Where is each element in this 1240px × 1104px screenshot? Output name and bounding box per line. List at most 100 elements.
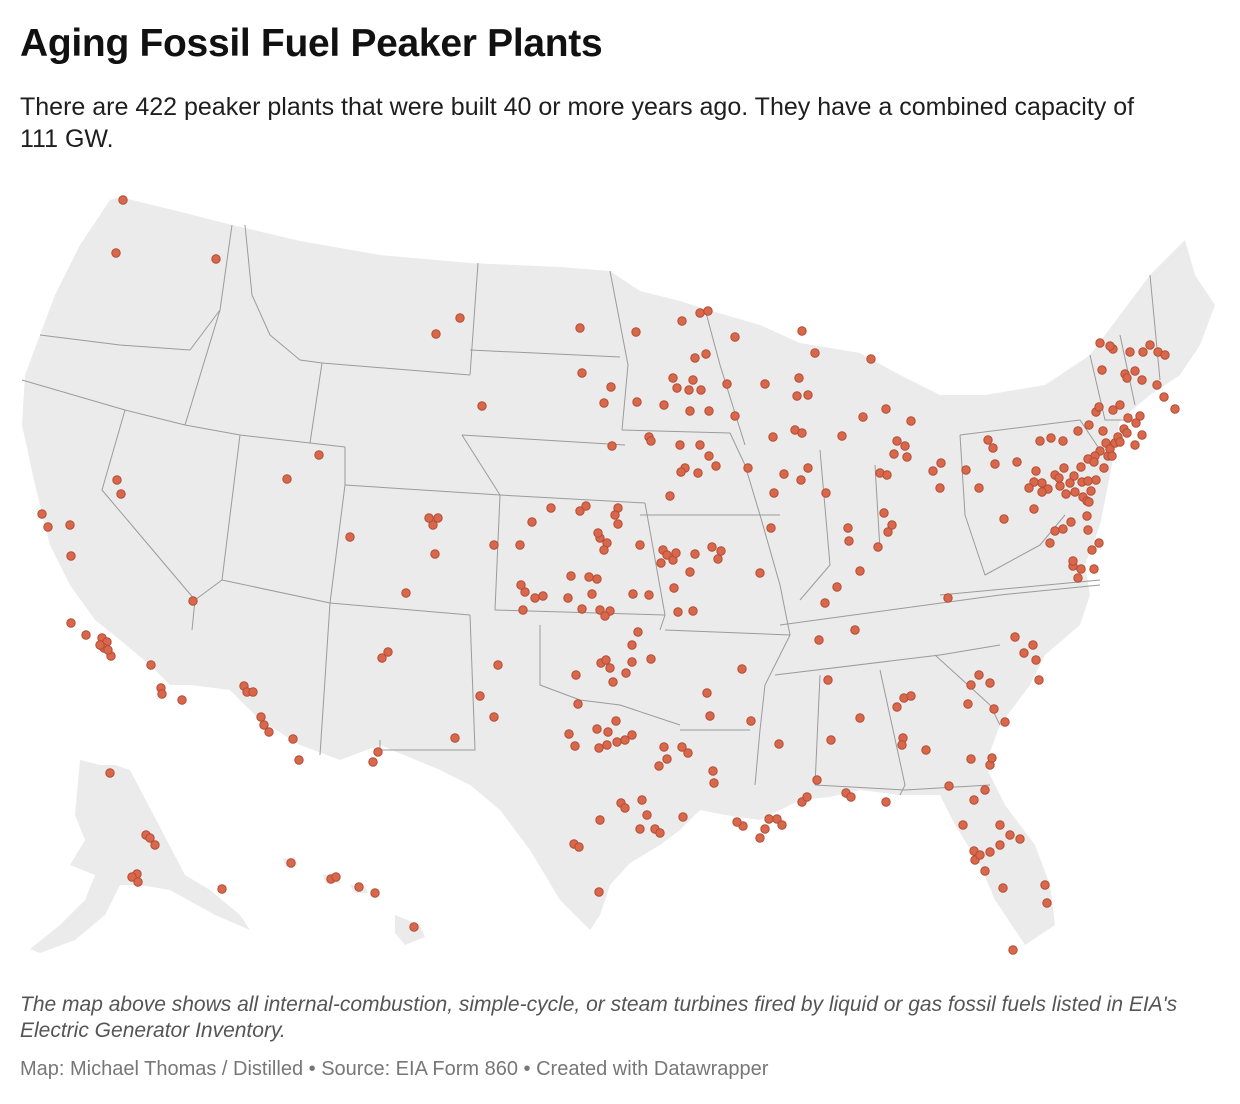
peaker-plant-marker	[1137, 430, 1147, 440]
peaker-plant-marker	[683, 748, 693, 758]
peaker-plant-marker	[812, 775, 822, 785]
peaker-plant-marker	[1091, 475, 1101, 485]
land	[22, 197, 1215, 953]
peaker-plant-marker	[575, 323, 585, 333]
peaker-plant-marker	[1068, 556, 1078, 566]
peaker-plant-marker	[566, 571, 576, 581]
peaker-plant-marker	[883, 527, 893, 537]
peaker-plant-marker	[1037, 478, 1047, 488]
peaker-plant-marker	[881, 404, 891, 414]
peaker-plant-marker	[766, 523, 776, 533]
peaker-plant-marker	[133, 877, 143, 887]
peaker-plant-marker	[1058, 524, 1068, 534]
peaker-plant-marker	[980, 785, 990, 795]
peaker-plant-marker	[516, 580, 526, 590]
peaker-plant-marker	[796, 475, 806, 485]
peaker-plant-marker	[1035, 436, 1045, 446]
peaker-plant-marker	[612, 737, 622, 747]
peaker-plant-marker	[797, 326, 807, 336]
peaker-plant-marker	[662, 550, 672, 560]
peaker-plant-marker	[902, 452, 912, 462]
peaker-plant-marker	[116, 489, 126, 499]
peaker-plant-marker	[887, 520, 897, 530]
peaker-plant-marker	[1115, 437, 1125, 447]
peaker-plant-marker	[66, 551, 76, 561]
peaker-plant-marker	[1076, 462, 1086, 472]
peaker-plant-marker	[987, 753, 997, 763]
peaker-plant-marker	[777, 820, 787, 830]
peaker-plant-marker	[594, 743, 604, 753]
peaker-plant-marker	[722, 379, 732, 389]
chart-title: Aging Fossil Fuel Peaker Plants	[20, 22, 603, 65]
peaker-plant-marker	[958, 820, 968, 830]
peaker-plant-marker	[127, 872, 137, 882]
peaker-plant-marker	[961, 465, 971, 475]
peaker-plant-marker	[593, 528, 603, 538]
peaker-plant-marker	[424, 513, 434, 523]
peaker-plant-marker	[37, 509, 47, 519]
peaker-plant-marker	[282, 474, 292, 484]
peaker-plant-marker	[477, 401, 487, 411]
peaker-plant-marker	[637, 795, 647, 805]
peaker-plant-marker	[1160, 350, 1170, 360]
peaker-plant-marker	[81, 630, 91, 640]
peaker-plant-marker	[659, 400, 669, 410]
peaker-plant-marker	[1073, 573, 1083, 583]
peaker-plant-marker	[314, 450, 324, 460]
peaker-plant-marker	[879, 508, 889, 518]
peaker-plant-marker	[995, 820, 1005, 830]
peaker-plant-marker	[1122, 428, 1132, 438]
alaska-landmass	[30, 760, 250, 953]
peaker-plant-marker	[621, 668, 631, 678]
peaker-plant-marker	[595, 605, 605, 615]
peaker-plant-marker	[370, 888, 380, 898]
peaker-plant-marker	[998, 883, 1008, 893]
peaker-plant-marker	[690, 353, 700, 363]
border-sd-ne	[461, 434, 626, 446]
peaker-plant-marker	[95, 640, 105, 650]
footer-separator: •	[308, 1058, 322, 1080]
peaker-plant-marker	[1012, 457, 1022, 467]
peaker-plant-marker	[493, 660, 503, 670]
border-tn-south	[774, 644, 1001, 676]
peaker-plant-marker	[635, 824, 645, 834]
peaker-plant-marker	[599, 398, 609, 408]
peaker-plant-marker	[693, 468, 703, 478]
peaker-plant-marker	[584, 572, 594, 582]
peaker-plant-marker	[654, 761, 664, 771]
peaker-plant-marker	[1000, 717, 1010, 727]
peaker-plant-marker	[821, 488, 831, 498]
peaker-plant-marker	[711, 461, 721, 471]
peaker-plant-marker	[966, 754, 976, 764]
peaker-plant-marker	[737, 664, 747, 674]
peaker-plant-marker	[646, 654, 656, 664]
border-ky-tn	[779, 584, 1101, 626]
border-az-nm	[319, 602, 331, 756]
map-notes: The map above shows all internal-combust…	[20, 993, 1178, 1042]
peaker-plant-marker	[1095, 338, 1105, 348]
peaker-plant-marker	[695, 440, 705, 450]
peaker-plant-marker	[633, 627, 643, 637]
map-footer: Map: Michael Thomas / Distilled • Source…	[20, 1058, 768, 1081]
border-ga-sc	[934, 654, 1001, 726]
peaker-plant-marker	[716, 546, 726, 556]
peaker-plant-marker	[65, 520, 75, 530]
peaker-plant-marker	[627, 657, 637, 667]
peaker-plant-marker	[684, 385, 694, 395]
peaker-plant-marker	[669, 583, 679, 593]
peaker-plant-marker	[1028, 640, 1038, 650]
peaker-plant-marker	[354, 882, 364, 892]
peaker-plant-marker	[627, 640, 637, 650]
peaker-plant-marker	[676, 467, 686, 477]
peaker-plant-marker	[146, 660, 156, 670]
peaker-plant-marker	[1040, 880, 1050, 890]
peaker-plant-marker	[1123, 413, 1133, 423]
peaker-plant-marker	[1089, 457, 1099, 467]
peaker-plant-marker	[602, 740, 612, 750]
peaker-plant-marker	[846, 792, 856, 802]
peaker-plant-marker	[769, 488, 779, 498]
peaker-plant-marker	[646, 436, 656, 446]
peaker-plant-marker	[610, 510, 620, 520]
peaker-plant-marker	[1135, 411, 1145, 421]
peaker-plant-marker	[1045, 538, 1055, 548]
